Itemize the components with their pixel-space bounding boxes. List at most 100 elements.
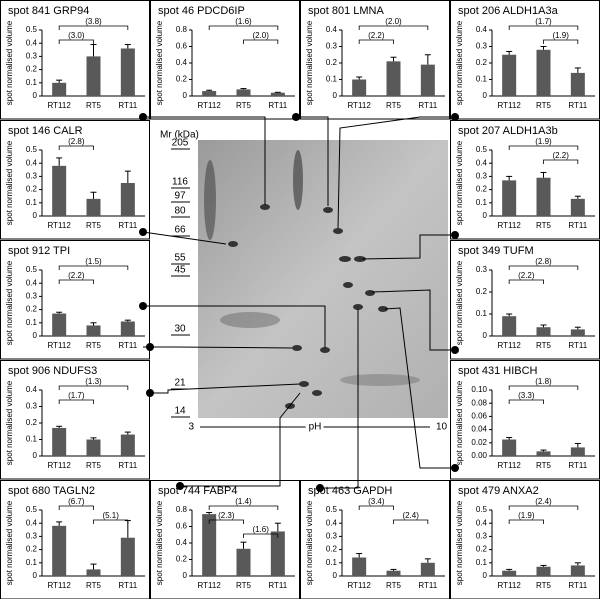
fold-change-label: (2.0): [252, 31, 269, 40]
bar: [420, 64, 435, 96]
x-tick-label: RT5: [86, 221, 102, 230]
significance-bracket: [508, 279, 544, 284]
mw-marker: 116: [172, 177, 188, 188]
y-axis-label: spot normalised volume: [5, 500, 14, 585]
chart-title: spot 431 HIBCH: [458, 365, 538, 377]
panel-border: [0, 120, 150, 240]
fold-change-label: (1.7): [535, 17, 552, 26]
panel-border: [150, 0, 300, 120]
y-axis-label: spot normalised volume: [5, 20, 14, 105]
x-tick-label: RT112: [498, 101, 522, 110]
significance-bracket: [508, 385, 579, 390]
gel-image: [198, 140, 448, 418]
y-axis-label: spot normalised volume: [455, 380, 464, 465]
chart-title: spot 463 GAPDH: [308, 485, 392, 497]
y-tick-label: 0.3: [26, 52, 38, 61]
y-tick-label: 0.1: [26, 198, 38, 207]
x-tick-label: RT5: [386, 101, 402, 110]
y-tick-label: 0.4: [176, 58, 188, 67]
connectors: [142, 116, 455, 489]
y-tick-label: 0: [483, 331, 488, 340]
bar: [270, 531, 285, 576]
y-tick-label: 0.4: [476, 25, 488, 34]
bar: [536, 177, 551, 216]
fold-change-label: (1.4): [235, 497, 252, 506]
panel-border: [150, 480, 300, 599]
significance-bracket: [58, 39, 94, 44]
y-tick-label: 0.2: [326, 545, 338, 554]
x-tick-label: RT5: [536, 221, 552, 230]
y-tick-label: 0.2: [26, 65, 38, 74]
x-tick-label: RT11: [568, 101, 587, 110]
y-tick-label: 0.2: [476, 287, 488, 296]
y-axis-label: spot normalised volume: [455, 500, 464, 585]
y-tick-label: 0: [483, 211, 488, 220]
x-tick-label: RT11: [568, 581, 587, 590]
fold-change-label: (1.8): [535, 377, 552, 386]
significance-bracket: [208, 25, 279, 30]
chart-title: spot 349 TUFM: [458, 245, 534, 257]
y-tick-label: 0.2: [176, 555, 188, 564]
x-tick-label: RT112: [48, 581, 72, 590]
x-tick-label: RT112: [48, 341, 72, 350]
panel: spot 680 TAGLN2 spot normalised volume 0 0.…: [0, 480, 150, 599]
y-tick-label: 0.1: [476, 75, 488, 84]
chart-title: spot 206 ALDH1A3a: [458, 5, 559, 17]
chart-title: spot 207 ALDH1A3b: [458, 125, 558, 137]
bar: [570, 565, 585, 576]
fold-change-label: (1.9): [518, 511, 535, 520]
y-tick-label: 0: [483, 571, 488, 580]
y-tick-label: 0.3: [26, 402, 38, 411]
bar: [236, 89, 251, 96]
fold-change-label: (2.2): [518, 271, 535, 280]
x-tick-label: RT112: [48, 101, 72, 110]
x-tick-label: RT5: [86, 461, 102, 470]
x-tick-label: RT5: [536, 581, 552, 590]
y-tick-label: 0.8: [176, 505, 188, 514]
x-tick-label: RT5: [236, 581, 252, 590]
panel: spot 906 NDUFS3 spot normalised volume 0 0.…: [0, 360, 150, 480]
x-tick-label: RT11: [118, 221, 137, 230]
fold-change-label: (1.3): [85, 377, 102, 386]
x-tick-label: RT11: [418, 581, 437, 590]
y-tick-label: 0.4: [26, 278, 38, 287]
y-tick-label: 0.1: [26, 318, 38, 327]
panel: spot 744 FABP4 spot normalised volume 0 0.2…: [150, 480, 300, 599]
panel: spot 349 TUFM spot normalised volume 0 0.1 0…: [450, 240, 600, 360]
bar: [420, 562, 435, 576]
panel: spot 431 HIBCH spot normalised volume 0.00…: [450, 360, 600, 480]
y-tick-label: 0.2: [26, 185, 38, 194]
bar: [120, 434, 135, 456]
y-tick-label: 0.1: [26, 78, 38, 87]
significance-bracket: [58, 265, 129, 270]
fold-change-label: (2.4): [535, 497, 552, 506]
x-tick-label: RT112: [498, 221, 522, 230]
fold-change-label: (2.3): [218, 511, 235, 520]
fold-change-label: (1.6): [252, 525, 269, 534]
y-tick-label: 0.2: [26, 305, 38, 314]
y-tick-label: 0.4: [176, 538, 188, 547]
bar: [86, 569, 101, 576]
bar: [570, 329, 585, 336]
mw-marker: 21: [174, 378, 186, 389]
y-tick-label: 0.2: [26, 545, 38, 554]
y-tick-label: 0: [333, 571, 338, 580]
significance-bracket: [58, 399, 94, 404]
fold-change-label: (2.2): [368, 31, 385, 40]
bar: [502, 570, 517, 576]
bar: [120, 183, 135, 216]
x-tick-label: RT112: [198, 101, 222, 110]
y-tick-label: 0.06: [471, 412, 487, 421]
mw-marker: 205: [172, 138, 189, 149]
x-tick-label: RT11: [568, 221, 587, 230]
y-tick-label: 0.4: [26, 385, 38, 394]
y-tick-label: 0.3: [476, 42, 488, 51]
y-tick-label: 0.10: [471, 385, 487, 394]
panel: spot 463 GAPDH spot normalised volume 0 0.1…: [300, 480, 450, 599]
x-tick-label: RT11: [118, 581, 137, 590]
y-tick-label: 0.8: [176, 25, 188, 34]
chart-title: spot 801 LMNA: [308, 5, 384, 17]
y-tick-label: 0: [33, 91, 38, 100]
x-tick-label: RT112: [498, 461, 522, 470]
